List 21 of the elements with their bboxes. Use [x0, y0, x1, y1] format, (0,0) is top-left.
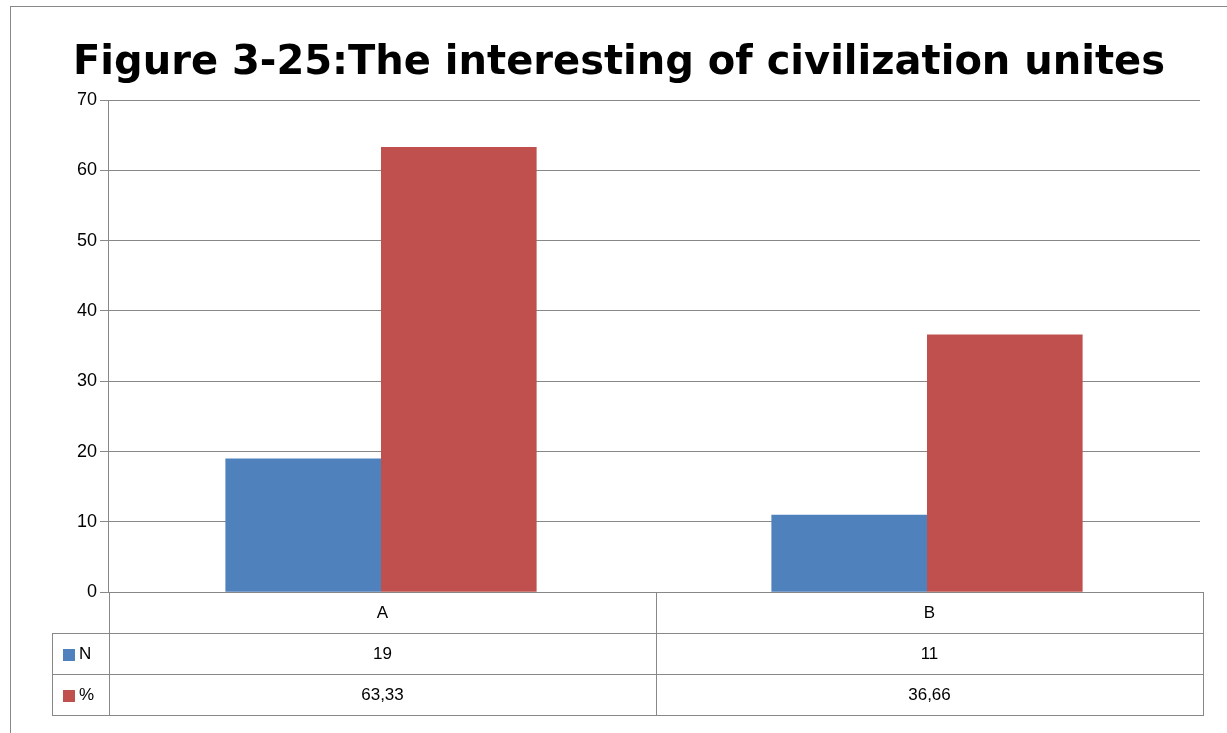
legend-label: N	[52, 633, 109, 675]
data-label: 19	[109, 633, 656, 675]
y-tick-label: 20	[76, 440, 97, 461]
y-tick-label: 40	[76, 299, 97, 320]
chart-title: Figure 3-25:The interesting of civilization unites	[73, 37, 1165, 84]
bar	[771, 514, 927, 592]
y-tick-label: 10	[76, 510, 97, 531]
data-label: 63,33	[109, 674, 656, 716]
y-tick-label: 60	[76, 159, 97, 180]
x-tick-label: B	[656, 592, 1203, 634]
y-tick-label: 0	[86, 581, 97, 602]
legend-label: %	[52, 674, 109, 716]
bar	[927, 334, 1083, 592]
y-tick-label: 70	[76, 88, 97, 109]
y-tick-label: 50	[76, 229, 97, 250]
bar	[381, 146, 537, 592]
x-tick-label: A	[109, 592, 656, 634]
data-label: 36,66	[656, 674, 1203, 716]
bar	[225, 458, 381, 592]
data-label: 11	[656, 633, 1203, 675]
y-tick-label: 30	[76, 370, 97, 391]
